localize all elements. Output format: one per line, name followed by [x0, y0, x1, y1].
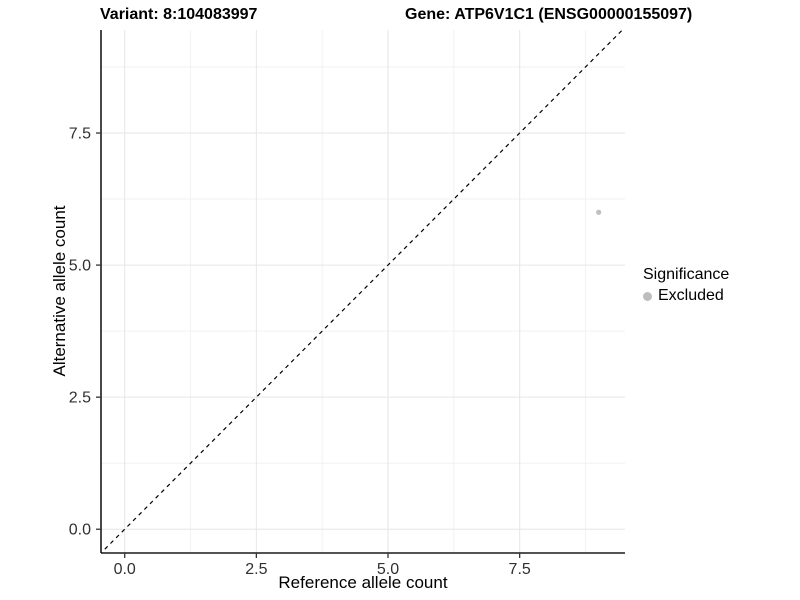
data-point: [596, 209, 602, 215]
legend-item-label: Excluded: [658, 287, 724, 304]
legend-item-excluded: Excluded: [643, 287, 729, 305]
legend-title: Significance: [643, 266, 730, 283]
y-axis-title: Alternative allele count: [50, 205, 69, 377]
y-tick-label: 2.5: [69, 390, 91, 407]
x-tick-label: 2.5: [245, 561, 267, 578]
gene-title: Gene: ATP6V1C1 (ENSG00000155097): [405, 6, 693, 23]
y-tick-label: 5.0: [69, 258, 91, 275]
x-axis-title: Reference allele count: [278, 573, 448, 592]
legend-point-icon: [643, 291, 652, 301]
y-tick-label: 7.5: [69, 126, 91, 143]
x-tick-label: 0.0: [114, 561, 136, 578]
y-tick-label: 0.0: [69, 522, 91, 539]
identity-reference-line: [101, 30, 624, 553]
variant-title: Variant: 8:104083997: [100, 6, 258, 23]
x-tick-label: 7.5: [509, 561, 531, 578]
x-tick-label: 5.0: [377, 561, 399, 578]
legend: Significance Excluded: [643, 266, 729, 305]
